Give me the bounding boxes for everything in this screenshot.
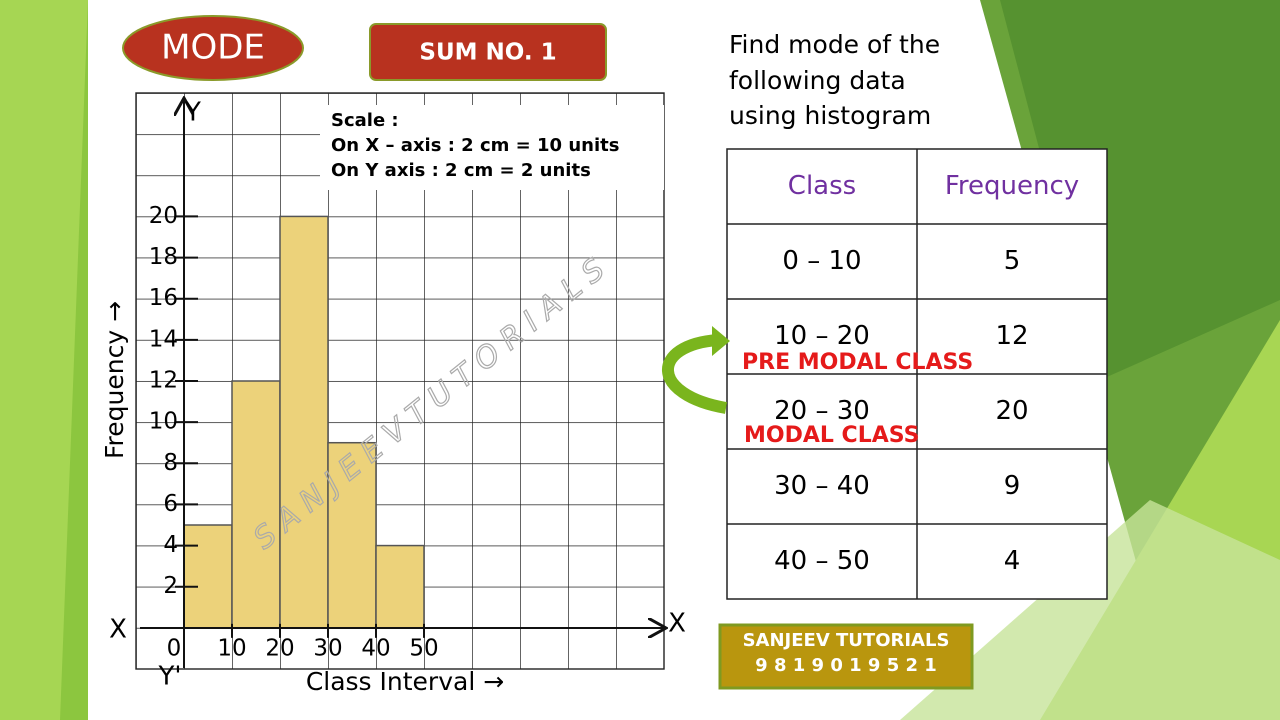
- badge: [122, 15, 304, 81]
- sum-text: SUM NO. 1: [419, 40, 556, 66]
- table-cell: 20: [995, 396, 1028, 426]
- x-tick-label: 10: [217, 635, 246, 661]
- axis-letter: X: [668, 609, 686, 639]
- table-cell: 4: [1004, 546, 1021, 576]
- scale-box: [320, 105, 664, 190]
- bar: [231, 380, 281, 629]
- table: Class Frequency 0 – 10 5 10 – 20 12 20 – 30 20 3…: [726, 148, 1108, 600]
- table-cell: 9: [1004, 471, 1021, 501]
- badge-text: MODE: [161, 28, 265, 68]
- sum-box: [369, 23, 607, 81]
- axis-letter: Y: [184, 98, 201, 128]
- question: Find mode of the: [729, 30, 940, 59]
- axis-letter: X: [109, 615, 127, 645]
- bar: [327, 441, 377, 629]
- y-tick-label: 20: [149, 203, 178, 229]
- scale-note: On X – axis : 2 cm = 10 units: [331, 135, 619, 156]
- scale-note: Scale :: [331, 110, 399, 131]
- footer-scroll: [718, 623, 974, 690]
- table-cell: 0 – 10: [782, 246, 861, 276]
- arrow: [662, 334, 728, 414]
- x-tick-label: 50: [409, 635, 438, 661]
- y-tick-label: 14: [149, 326, 178, 352]
- bar: [183, 524, 233, 629]
- footer-text: 9 8 1 9 0 1 9 5 2 1: [755, 655, 937, 676]
- table-cell: 10 – 20: [774, 321, 870, 351]
- arrow-head: [712, 326, 730, 356]
- axis-letter: Y': [157, 662, 181, 692]
- y-tick-label: 6: [163, 491, 178, 517]
- y-axis-label: Frequency →: [100, 301, 129, 459]
- left-strip-light: [0, 0, 88, 720]
- table-header: Class: [788, 171, 856, 201]
- x-axis-label: Class Interval →: [306, 667, 504, 696]
- footer-text: SANJEEV TUTORIALS: [743, 630, 950, 651]
- bar: [279, 215, 329, 629]
- annotation: MODAL CLASS: [744, 423, 919, 448]
- y-tick-label: 10: [149, 409, 178, 435]
- y-tick-label: 4: [163, 532, 178, 558]
- y-tick-label: 16: [149, 285, 178, 311]
- table-header: Frequency: [945, 171, 1079, 201]
- x-tick-label: 40: [361, 635, 390, 661]
- x-tick-label: 0: [167, 635, 182, 661]
- scale-note: On Y axis : 2 cm = 2 units: [331, 160, 591, 181]
- y-tick-label: 8: [163, 450, 178, 476]
- deco: [900, 500, 1280, 720]
- annotation: PRE MODAL CLASS: [742, 350, 973, 375]
- table-cell: 20 – 30: [774, 396, 870, 426]
- question: following data: [729, 66, 906, 95]
- table-cell: 40 – 50: [774, 546, 870, 576]
- table-cell: 30 – 40: [774, 471, 870, 501]
- y-tick-label: 2: [163, 573, 178, 599]
- y-tick-label: 12: [149, 368, 178, 394]
- y-tick-label: 18: [149, 244, 178, 270]
- question: using histogram: [729, 101, 931, 130]
- table-cell: 5: [1004, 246, 1021, 276]
- table-cell: 12: [995, 321, 1028, 351]
- x-tick-label: 20: [265, 635, 294, 661]
- bar: [375, 544, 425, 629]
- deco: [1000, 0, 1280, 380]
- x-tick-label: 30: [313, 635, 342, 661]
